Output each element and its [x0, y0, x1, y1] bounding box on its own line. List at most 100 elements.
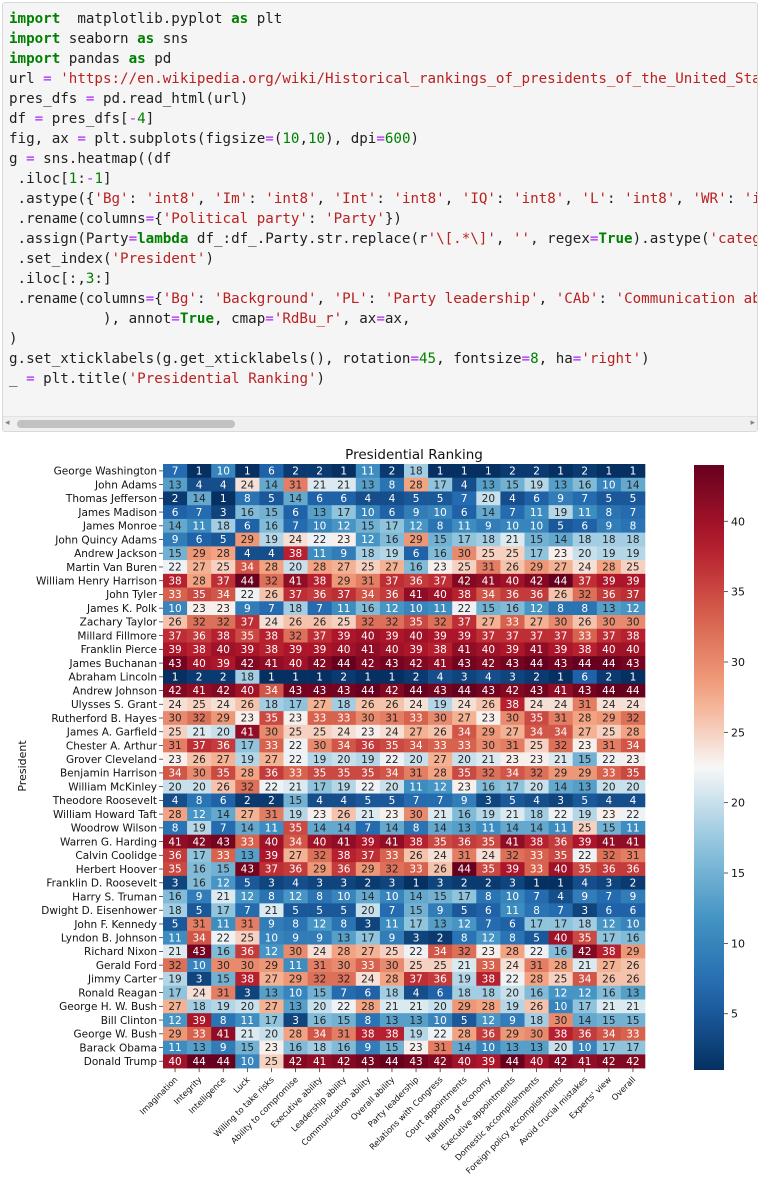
heatmap-cell	[379, 752, 405, 767]
heatmap-cell-value: 31	[554, 713, 567, 725]
row-label: John F. Kennedy	[73, 919, 157, 931]
heatmap-cell	[596, 491, 622, 506]
heatmap-cell	[283, 958, 308, 973]
heatmap-cell-value: 20	[530, 781, 543, 793]
heatmap-cell	[283, 903, 308, 918]
column-label: Luck	[231, 1074, 252, 1095]
heatmap-cell	[476, 1054, 501, 1069]
heatmap-cell	[620, 697, 646, 712]
heatmap-cell	[307, 834, 332, 849]
heatmap-cell	[163, 505, 188, 520]
code-token: g.set_xticklabels(g.get_xticklabels(), r…	[9, 351, 411, 367]
heatmap-cell-value: 42	[482, 658, 495, 670]
heatmap-cell	[331, 972, 357, 987]
heatmap-cell-value: 8	[606, 507, 613, 519]
heatmap-cell	[500, 532, 525, 547]
heatmap-cell	[355, 683, 381, 698]
heatmap-cell-value: 18	[361, 548, 374, 560]
heatmap-cell	[283, 491, 308, 506]
colorbar-tick-label: 35	[731, 586, 745, 599]
code-line: .rename(columns={'Political party': 'Par…	[9, 209, 757, 229]
heatmap-cell-value: 38	[168, 575, 181, 587]
code-editor[interactable]: import matplotlib.pyplot as plt import se…	[9, 9, 757, 389]
heatmap-cell	[476, 560, 501, 575]
heatmap-cell	[307, 683, 332, 698]
heatmap-cell	[452, 642, 477, 657]
row-label: Theodore Roosevelt	[52, 795, 157, 807]
heatmap-cell	[500, 464, 525, 479]
heatmap-cell	[500, 985, 525, 1000]
heatmap-cell	[548, 752, 573, 767]
horizontal-scrollbar[interactable]: ◂ ▸	[3, 416, 757, 431]
heatmap-cell	[452, 573, 477, 588]
heatmap-cell	[331, 656, 357, 671]
heatmap-cell-value: 32	[168, 960, 181, 972]
heatmap-cell-value: 27	[458, 713, 471, 725]
heatmap-cell-value: 2	[509, 466, 516, 478]
heatmap-cell-value: 14	[241, 823, 255, 835]
heatmap-cell	[548, 958, 573, 973]
heatmap-cell	[572, 669, 598, 684]
heatmap-cell	[404, 972, 429, 987]
heatmap-cell	[355, 766, 381, 781]
heatmap-cell-value: 23	[506, 754, 519, 766]
heatmap-cell-value: 31	[530, 960, 543, 972]
heatmap-cell	[283, 642, 308, 657]
heatmap-cell	[379, 724, 405, 739]
heatmap-cell	[355, 752, 381, 767]
heatmap-cell	[428, 532, 453, 547]
code-token: 45	[419, 351, 437, 367]
code-token: {	[154, 291, 163, 307]
heatmap-cell	[620, 1054, 646, 1069]
heatmap-cell	[211, 601, 236, 616]
heatmap-cell	[596, 628, 622, 643]
heatmap-cell-value: 17	[602, 1042, 615, 1054]
heatmap-cell	[548, 724, 573, 739]
heatmap-cell-value: 39	[313, 644, 326, 656]
scrollbar-thumb[interactable]	[17, 420, 235, 428]
heatmap-cell	[187, 848, 212, 863]
heatmap-cell	[500, 683, 525, 698]
heatmap-cell-value: 14	[554, 781, 568, 793]
heatmap-cell	[476, 820, 501, 836]
heatmap-cell	[596, 1054, 622, 1069]
heatmap-cell	[548, 573, 573, 588]
scroll-right-arrow-icon[interactable]: ▸	[750, 418, 755, 428]
heatmap-cell	[283, 1054, 308, 1069]
code-token: :	[376, 191, 394, 207]
heatmap-cell	[596, 958, 622, 973]
heatmap-cell-value: 39	[265, 850, 278, 862]
heatmap-cell-value: 10	[265, 932, 278, 944]
heatmap-cell-value: 35	[530, 713, 543, 725]
heatmap-cell	[500, 917, 525, 932]
heatmap-cell	[452, 546, 477, 561]
heatmap-cell-value: 10	[506, 520, 519, 532]
heatmap-cell-value: 16	[578, 479, 592, 491]
heatmap-cell	[187, 587, 212, 602]
scroll-left-arrow-icon[interactable]: ◂	[5, 418, 10, 428]
heatmap-cell	[163, 930, 188, 945]
heatmap-cell-value: 12	[458, 919, 471, 931]
heatmap-cell	[163, 999, 188, 1014]
heatmap-cell-value: 22	[409, 946, 422, 958]
heatmap-cell-value: 20	[578, 548, 591, 560]
heatmap-cell-value: 12	[433, 781, 446, 793]
heatmap-cell	[548, 697, 573, 712]
heatmap-cell	[596, 1026, 622, 1041]
heatmap-cell	[235, 958, 260, 973]
code-token: import	[9, 11, 61, 27]
heatmap-cell	[331, 807, 357, 822]
heatmap-cell	[404, 793, 429, 808]
heatmap-cell-value: 36	[409, 575, 423, 587]
code-line: import matplotlib.pyplot as plt	[9, 9, 757, 29]
heatmap-cell-value: 1	[557, 877, 564, 889]
heatmap-cell	[572, 615, 598, 630]
heatmap-cell-value: 2	[292, 466, 299, 478]
heatmap-cell-value: 28	[337, 946, 350, 958]
code-cell[interactable]: import matplotlib.pyplot as plt import se…	[2, 2, 758, 432]
heatmap-cell	[428, 656, 453, 671]
heatmap-cell-value: 20	[602, 781, 615, 793]
heatmap-cell-value: 27	[385, 562, 398, 574]
heatmap-cell	[596, 862, 622, 877]
heatmap-cell	[572, 505, 598, 520]
